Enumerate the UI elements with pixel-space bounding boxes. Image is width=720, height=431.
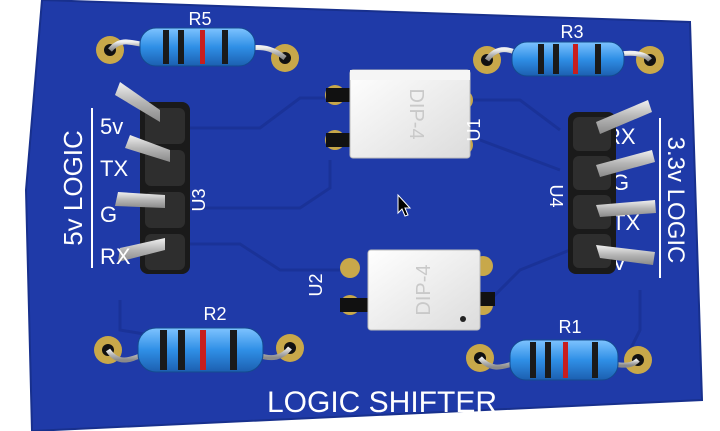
header-u4-pin2-label: G	[612, 170, 629, 195]
header-u3-pin3-label: G	[100, 202, 117, 227]
resistor-r5-label: R5	[188, 9, 211, 29]
resistor-r2: R2	[94, 304, 304, 373]
ic-u1-ref: U1	[464, 118, 484, 141]
header-u3-ref: U3	[189, 188, 209, 211]
header-u3-pin4-label: RX	[100, 244, 131, 269]
ic-u2-ref: U2	[306, 273, 326, 296]
resistor-r3: R3	[473, 22, 664, 77]
ic-u1: DIP-4 U1	[325, 69, 484, 159]
header-u4: RX G TX V U4	[546, 100, 656, 275]
pcb-board	[24, 0, 704, 431]
mouse-pointer-icon	[397, 193, 412, 217]
header-u3: U3 5v TX G RX	[100, 82, 209, 274]
header-u3-pin1-label: 5v	[100, 114, 123, 139]
board-title: LOGIC SHIFTER	[267, 386, 497, 419]
resistor-r3-label: R3	[560, 22, 583, 42]
header-u3-pin2-label: TX	[100, 156, 128, 181]
copper-traces	[118, 96, 642, 351]
ic-u2-package: DIP-4	[413, 264, 435, 315]
resistor-r1-label: R1	[558, 317, 581, 337]
left-side-label: 5v LOGIC	[58, 130, 88, 246]
ic-u1-package: DIP-4	[405, 88, 427, 139]
ic-u2: DIP-4 U2	[306, 249, 495, 331]
right-side-label: 3.3v LOGIC	[662, 137, 689, 264]
resistor-r1: R1	[466, 317, 652, 381]
resistor-r2-label: R2	[203, 304, 226, 324]
resistor-r5: R5	[96, 9, 299, 72]
header-u4-ref: U4	[546, 184, 566, 207]
